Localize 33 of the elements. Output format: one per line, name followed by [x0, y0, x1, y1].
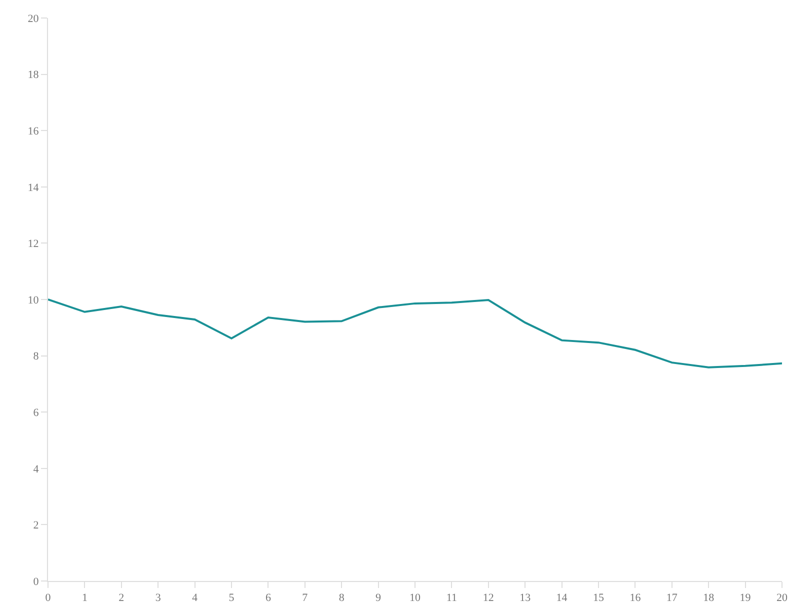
x-tick-label: 15 [593, 592, 604, 604]
x-tick-label: 7 [302, 592, 308, 604]
x-tick-label: 0 [45, 592, 52, 604]
x-tick-label: 1 [82, 592, 88, 604]
y-tick-label: 16 [28, 125, 40, 138]
line-series [48, 298, 782, 368]
y-tick-label: 8 [33, 350, 40, 363]
y-tick-label: 20 [28, 12, 40, 25]
x-tick-label: 2 [118, 592, 124, 604]
x-tick-label: 12 [482, 592, 494, 604]
y-tick-label: 14 [28, 182, 40, 194]
x-tick-label: 16 [630, 592, 642, 604]
x-tick-label: 10 [410, 592, 421, 604]
x-tick-label: 4 [192, 592, 198, 604]
x-tick-label: 11 [446, 592, 457, 604]
y-tick-label: 2 [33, 520, 39, 532]
x-tick-label: 20 [776, 592, 788, 604]
x-tick-label: 17 [666, 592, 678, 604]
y-tick-label: 10 [28, 294, 40, 306]
y-tick-label: 0 [33, 576, 40, 588]
x-tick-label: 18 [703, 592, 715, 604]
x-tick-label: 19 [740, 592, 752, 604]
y-tick-label: 12 [28, 238, 39, 250]
x-tick-label: 8 [338, 592, 345, 604]
x-tick-label: 6 [265, 592, 272, 604]
y-tick-label: 18 [28, 69, 40, 82]
y-tick-label: 4 [33, 463, 40, 476]
y-tick-label: 6 [33, 406, 40, 419]
x-tick-label: 3 [155, 592, 162, 604]
x-tick-label: 9 [376, 592, 382, 604]
x-tick-label: 13 [520, 592, 532, 604]
x-tick-label: 5 [228, 592, 235, 604]
x-tick-label: 14 [556, 592, 568, 604]
